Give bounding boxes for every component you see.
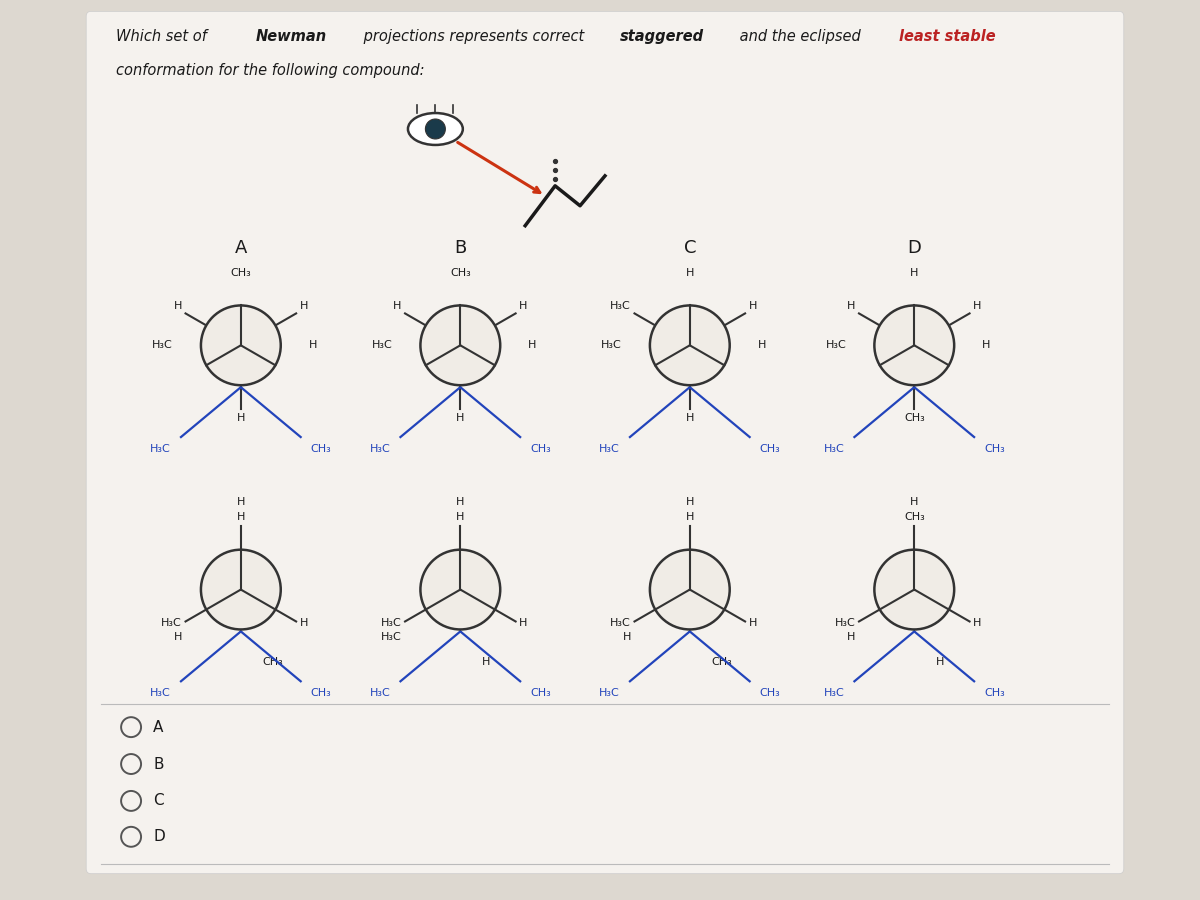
Text: H: H	[973, 302, 982, 311]
Ellipse shape	[408, 113, 463, 145]
Text: H: H	[623, 633, 631, 643]
Text: C: C	[684, 238, 696, 256]
Text: CH₃: CH₃	[984, 444, 1004, 454]
Text: CH₃: CH₃	[530, 688, 551, 698]
Text: C: C	[154, 794, 163, 808]
Text: Which set of: Which set of	[116, 30, 211, 44]
Text: CH₃: CH₃	[760, 444, 780, 454]
Text: H: H	[973, 618, 982, 628]
Text: H: H	[456, 497, 464, 507]
Text: H₃C: H₃C	[599, 688, 620, 698]
Text: least stable: least stable	[899, 30, 996, 44]
Text: H: H	[910, 497, 918, 507]
Text: H: H	[528, 340, 536, 350]
Circle shape	[875, 305, 954, 385]
Circle shape	[426, 119, 445, 139]
Text: H: H	[456, 512, 464, 522]
Text: H: H	[685, 512, 694, 522]
Text: projections represents correct: projections represents correct	[359, 30, 588, 44]
Text: H: H	[236, 497, 245, 507]
Circle shape	[420, 550, 500, 629]
Text: D: D	[154, 829, 164, 844]
Text: H₃C: H₃C	[161, 618, 182, 628]
Text: H: H	[174, 633, 182, 643]
Circle shape	[650, 305, 730, 385]
Text: CH₃: CH₃	[311, 444, 331, 454]
Text: H: H	[520, 302, 528, 311]
Text: CH₃: CH₃	[984, 688, 1004, 698]
Text: H₃C: H₃C	[370, 688, 390, 698]
Text: H: H	[308, 340, 317, 350]
Text: CH₃: CH₃	[712, 657, 732, 668]
Text: H₃C: H₃C	[826, 340, 846, 350]
Text: H: H	[982, 340, 990, 350]
Text: A: A	[235, 238, 247, 256]
Text: H: H	[757, 340, 766, 350]
Text: H₃C: H₃C	[380, 618, 402, 628]
Text: H: H	[749, 618, 757, 628]
Text: CH₃: CH₃	[311, 688, 331, 698]
Circle shape	[420, 305, 500, 385]
Text: CH₃: CH₃	[904, 512, 925, 522]
Text: CH₃: CH₃	[450, 267, 470, 277]
Text: H₃C: H₃C	[150, 444, 170, 454]
Text: H₃C: H₃C	[823, 688, 845, 698]
Text: H: H	[456, 413, 464, 423]
Text: H: H	[910, 267, 918, 277]
Text: CH₃: CH₃	[904, 413, 925, 423]
Text: H: H	[300, 618, 308, 628]
Text: CH₃: CH₃	[230, 267, 251, 277]
Circle shape	[650, 550, 730, 629]
Text: B: B	[154, 757, 163, 771]
Text: H: H	[300, 302, 308, 311]
Text: H₃C: H₃C	[601, 340, 622, 350]
Text: H₃C: H₃C	[380, 633, 402, 643]
Circle shape	[875, 550, 954, 629]
Circle shape	[200, 550, 281, 629]
Text: CH₃: CH₃	[530, 444, 551, 454]
Text: H: H	[482, 657, 491, 668]
Text: H₃C: H₃C	[152, 340, 173, 350]
Text: H: H	[847, 302, 856, 311]
Text: CH₃: CH₃	[760, 688, 780, 698]
Text: A: A	[154, 720, 163, 734]
Text: H: H	[685, 497, 694, 507]
Text: staggered: staggered	[620, 30, 704, 44]
Text: H: H	[174, 302, 182, 311]
Text: H₃C: H₃C	[611, 302, 631, 311]
Text: H: H	[847, 633, 856, 643]
Text: B: B	[454, 238, 467, 256]
Text: H: H	[236, 413, 245, 423]
Text: D: D	[907, 238, 922, 256]
Circle shape	[200, 305, 281, 385]
Text: H₃C: H₃C	[599, 444, 620, 454]
Text: H₃C: H₃C	[835, 618, 856, 628]
Text: H₃C: H₃C	[372, 340, 392, 350]
Text: H: H	[685, 267, 694, 277]
Text: H₃C: H₃C	[823, 444, 845, 454]
Text: H: H	[520, 618, 528, 628]
Text: H: H	[236, 512, 245, 522]
Text: H: H	[936, 657, 944, 668]
Text: H: H	[394, 302, 402, 311]
Text: conformation for the following compound:: conformation for the following compound:	[116, 63, 425, 78]
Text: CH₃: CH₃	[263, 657, 283, 668]
FancyBboxPatch shape	[86, 12, 1123, 874]
Text: H₃C: H₃C	[370, 444, 390, 454]
Text: H: H	[685, 413, 694, 423]
Text: H₃C: H₃C	[150, 688, 170, 698]
Text: and the eclipsed: and the eclipsed	[734, 30, 865, 44]
Text: Newman: Newman	[256, 30, 326, 44]
Text: H: H	[749, 302, 757, 311]
Text: H₃C: H₃C	[611, 618, 631, 628]
